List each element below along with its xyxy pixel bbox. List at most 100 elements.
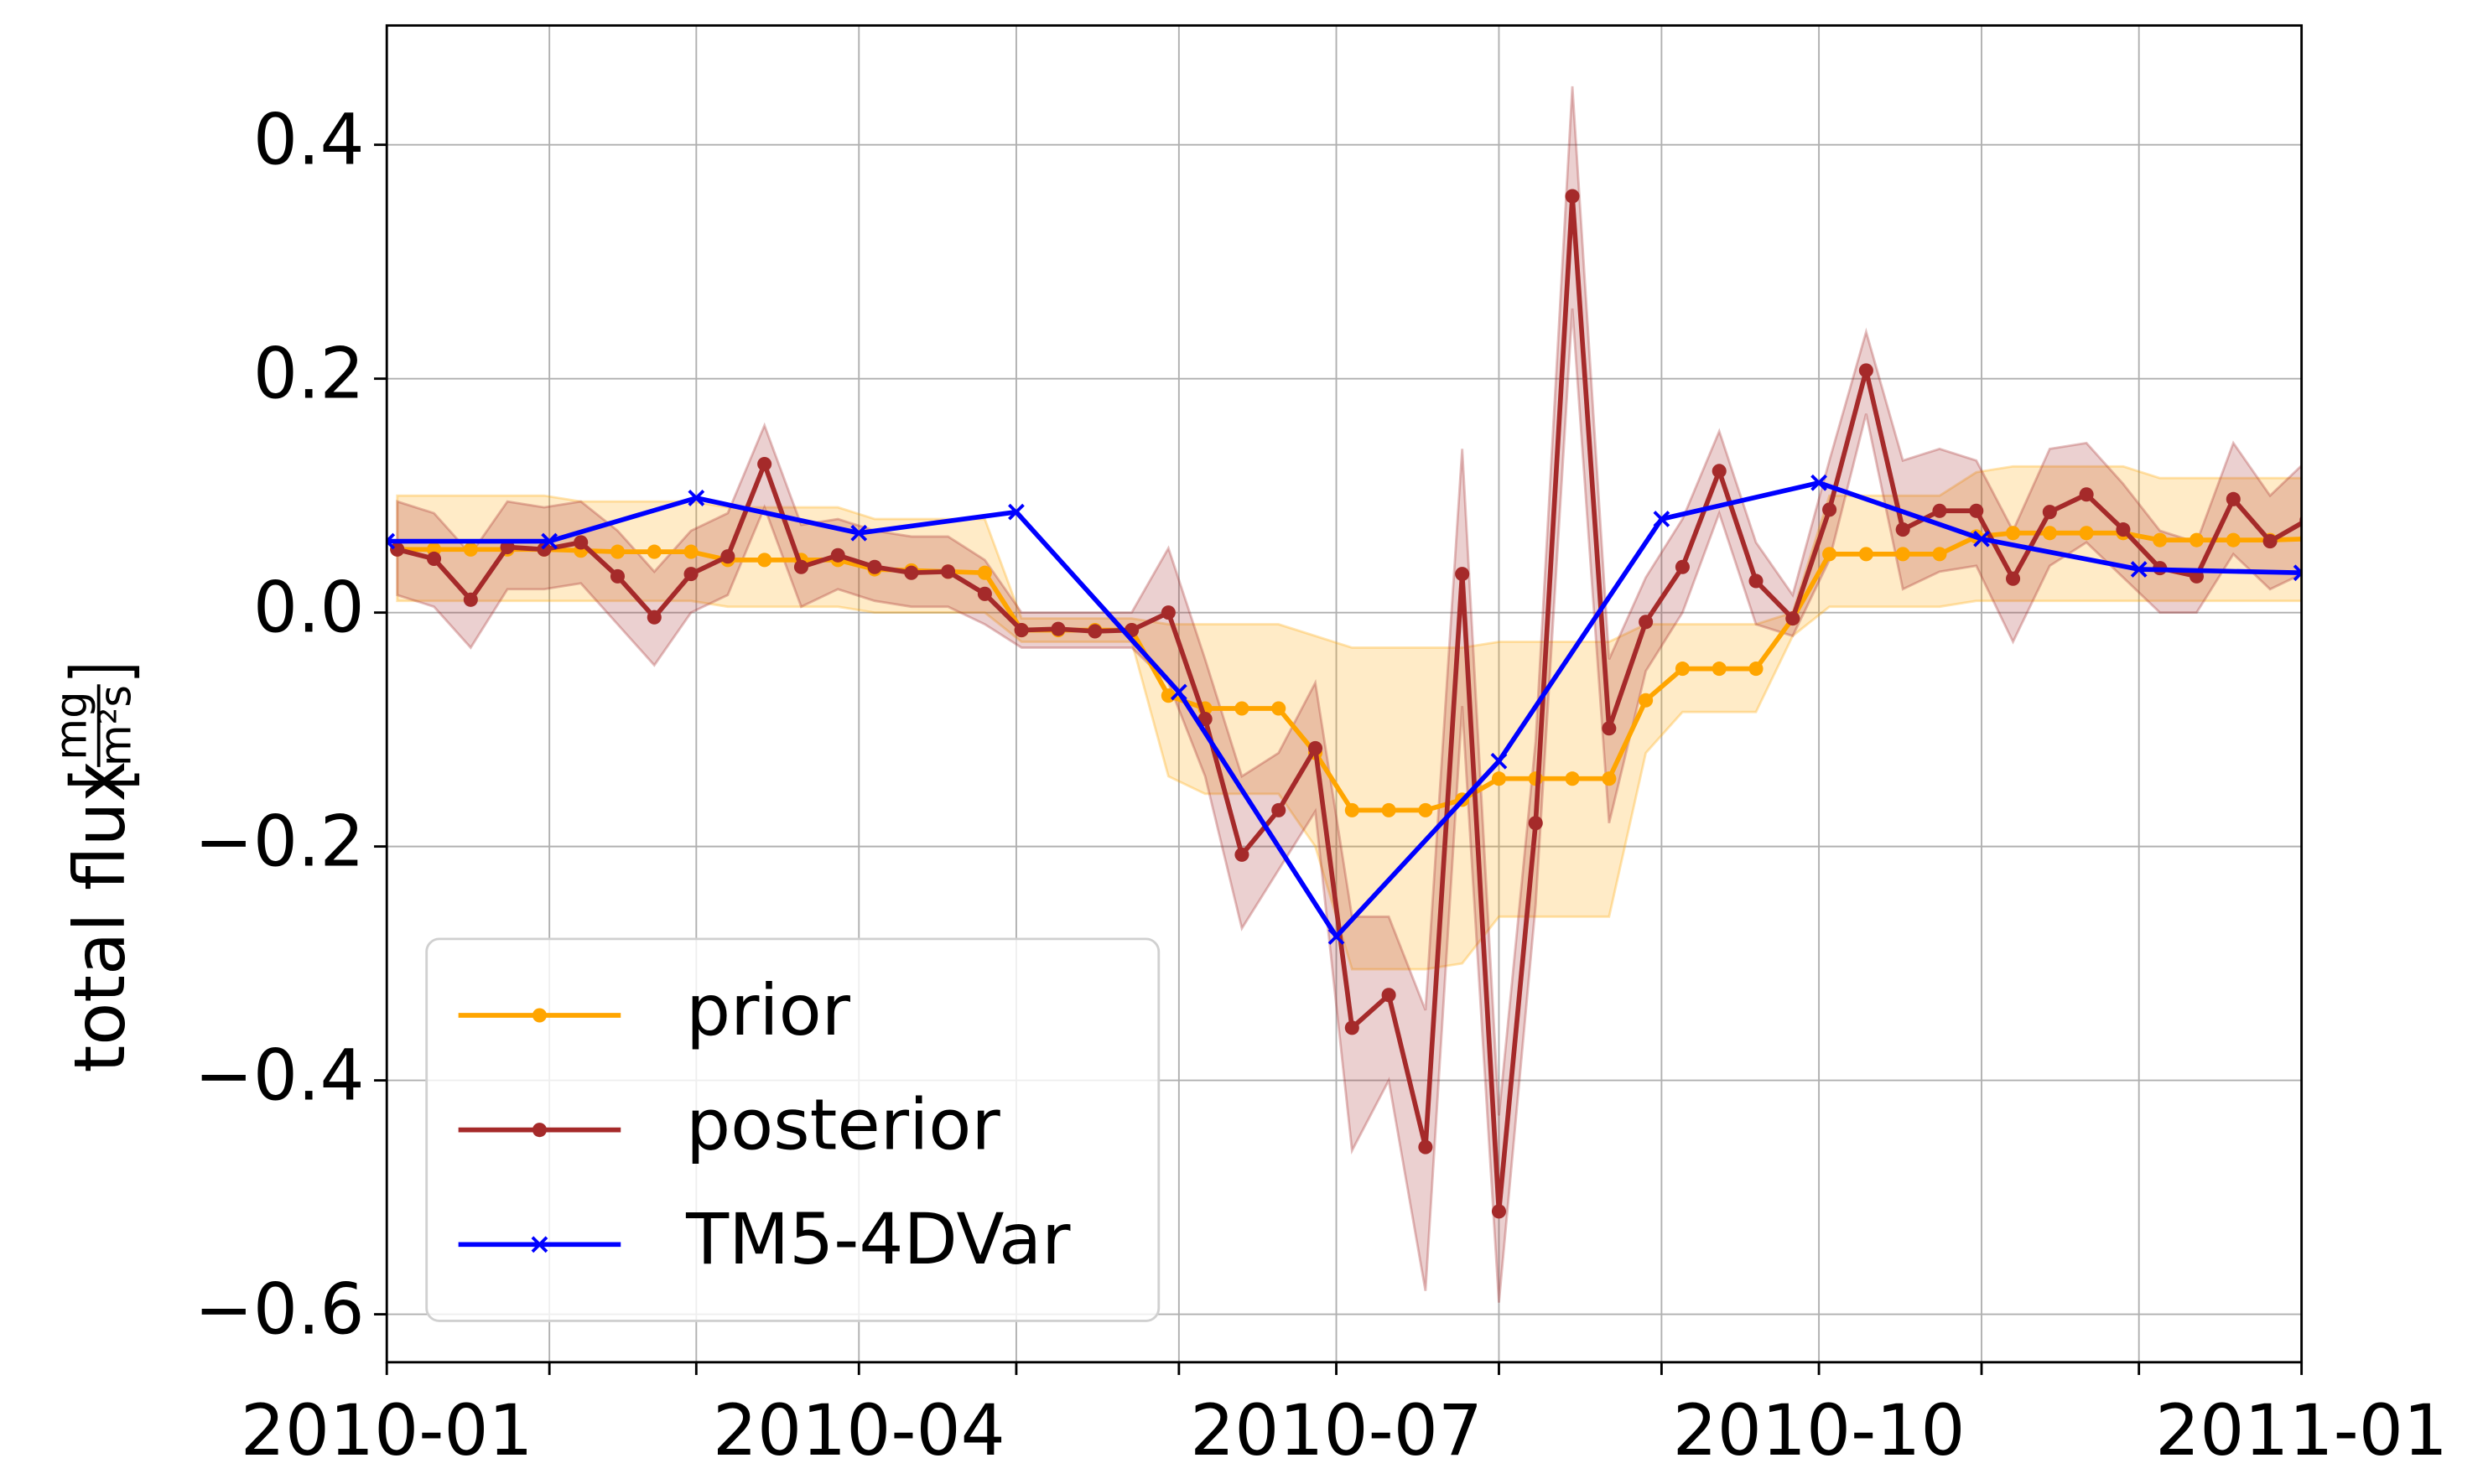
x-tick-label: 2011-01	[2155, 1389, 2448, 1471]
marker	[647, 610, 662, 625]
marker	[1088, 624, 1103, 639]
marker	[1973, 530, 1990, 547]
marker	[610, 544, 626, 559]
marker	[2262, 534, 2278, 549]
marker	[2042, 505, 2057, 520]
marker	[1234, 847, 1249, 862]
marker	[1932, 547, 1947, 562]
marker	[1858, 547, 1873, 562]
marker	[977, 586, 992, 601]
marker	[610, 568, 626, 584]
marker	[2189, 532, 2205, 547]
marker	[1653, 511, 1670, 527]
marker	[1675, 662, 1690, 677]
legend-marker-shape	[531, 1236, 548, 1253]
x-tick-label: 2010-04	[713, 1389, 1005, 1471]
marker	[1822, 547, 1837, 562]
marker	[1712, 662, 1727, 677]
marker	[426, 551, 442, 567]
marker	[390, 542, 405, 557]
marker	[1381, 802, 1396, 817]
marker	[2226, 532, 2241, 547]
marker	[904, 565, 919, 580]
marker	[2042, 526, 2057, 541]
marker	[1344, 1020, 1359, 1035]
marker	[1418, 802, 1433, 817]
marker	[1639, 693, 1654, 708]
marker	[830, 547, 845, 563]
marker	[2130, 561, 2148, 578]
unit-denominator: m²s	[91, 685, 142, 766]
marker	[1675, 559, 1690, 574]
marker	[941, 564, 956, 579]
marker	[2116, 522, 2131, 537]
marker	[977, 565, 992, 580]
legend-marker	[532, 1008, 547, 1023]
legend-box	[425, 937, 1161, 1322]
marker	[1418, 1139, 1433, 1155]
marker	[867, 559, 882, 574]
marker	[2293, 564, 2302, 582]
marker	[1490, 752, 1508, 770]
marker	[1748, 662, 1764, 677]
marker	[1271, 802, 1286, 817]
marker	[2153, 532, 2168, 547]
marker	[1307, 740, 1323, 755]
axes: −0.6 −0.4 −0.2 0.0 0.2 0.4 2010-01 2010-04 2010-…	[195, 99, 2448, 1471]
x-tick-label: 2010-07	[1190, 1389, 1483, 1471]
marker	[1008, 503, 1025, 521]
marker	[1785, 611, 1800, 626]
y-label: total flux	[59, 760, 141, 1072]
marker	[1858, 363, 1873, 378]
uncertainty-band	[396, 86, 2302, 1303]
legend-marker	[531, 1236, 548, 1253]
marker	[1327, 928, 1345, 945]
marker	[850, 524, 868, 542]
legend-label: TM5-4DVar	[685, 1198, 1071, 1280]
marker	[683, 567, 699, 582]
legend-label: posterior	[686, 1084, 1000, 1166]
marker	[387, 532, 396, 550]
marker	[757, 553, 772, 568]
y-tick-label: −0.6	[195, 1269, 365, 1351]
marker	[1565, 771, 1580, 786]
marker	[1810, 474, 1827, 491]
plot-area	[387, 86, 2302, 1303]
marker	[2079, 526, 2094, 541]
marker	[1565, 189, 1580, 204]
marker	[1748, 573, 1764, 589]
marker	[1455, 567, 1470, 582]
marker	[2006, 571, 2021, 586]
legend-marker-shape	[532, 1008, 547, 1023]
marker	[1528, 816, 1543, 831]
axes-frame	[385, 23, 2304, 1364]
y-tick-label: 0.0	[253, 567, 365, 649]
legend-marker-shape	[532, 1123, 547, 1138]
bracket	[67, 666, 140, 678]
marker	[1639, 615, 1654, 630]
y-axis-label: total flux mg m²s	[46, 666, 142, 1073]
legend: prior posterior TM5-4DVar	[425, 937, 1161, 1322]
marker	[1602, 721, 1617, 736]
y-tick-label: 0.4	[253, 99, 365, 181]
marker	[1822, 502, 1837, 517]
marker	[537, 542, 552, 557]
legend-label: prior	[686, 969, 851, 1051]
marker	[1344, 802, 1359, 817]
y-tick-label: 0.2	[253, 333, 365, 415]
marker	[1932, 503, 1947, 518]
y-tick-label: −0.2	[195, 801, 365, 883]
y-tick-label: −0.4	[195, 1035, 365, 1117]
marker	[1491, 1204, 1507, 1219]
marker	[2226, 491, 2241, 506]
marker	[1969, 503, 1984, 518]
marker	[1197, 712, 1213, 727]
marker	[1014, 623, 1029, 638]
marker	[1491, 771, 1507, 786]
marker	[688, 490, 705, 506]
marker	[1602, 771, 1617, 786]
marker	[1234, 701, 1249, 716]
